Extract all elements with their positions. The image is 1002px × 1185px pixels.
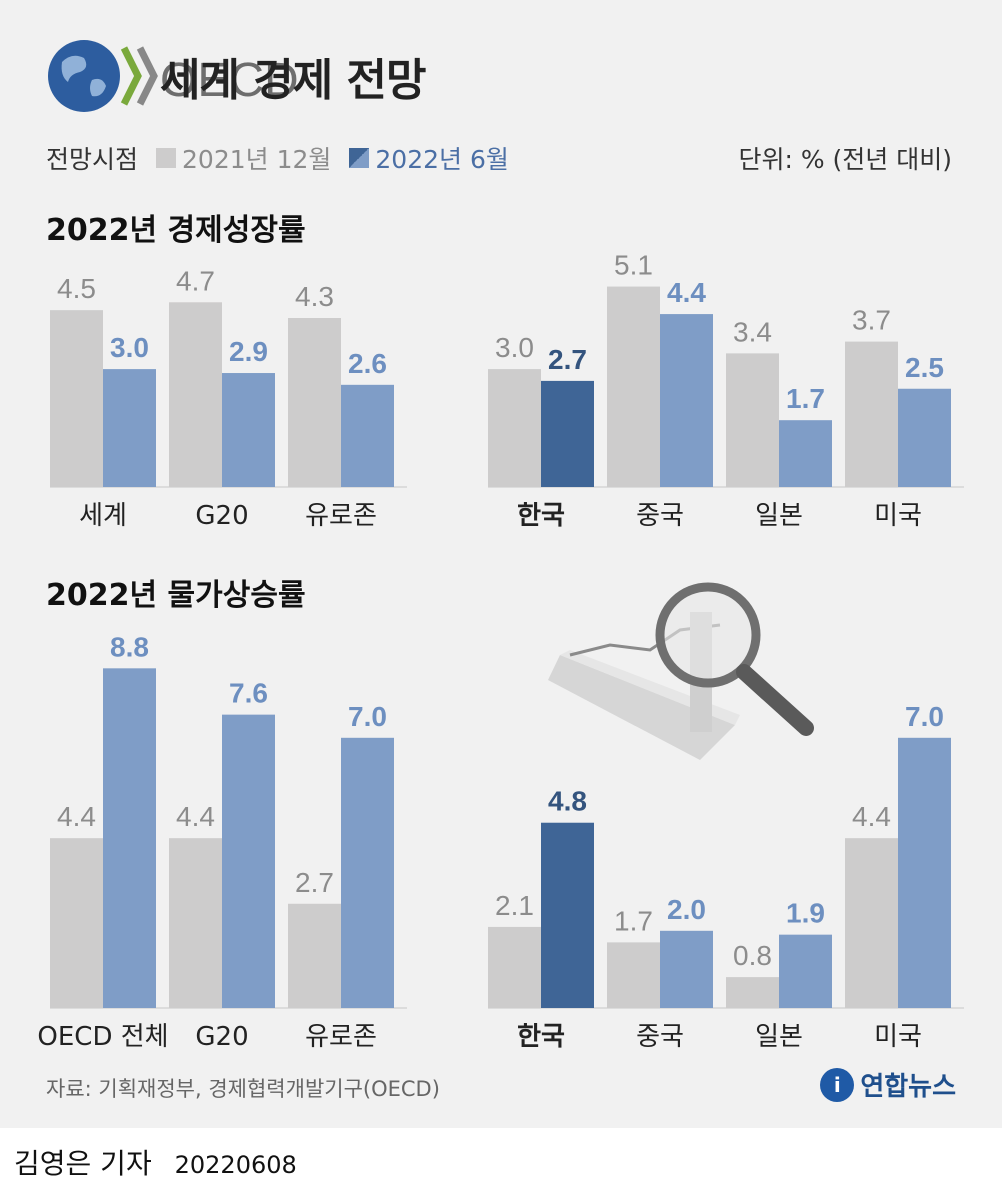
data-label: 3.4 <box>733 316 772 347</box>
bar-new <box>898 737 951 1008</box>
data-label: 4.4 <box>667 277 706 308</box>
data-label: 3.0 <box>110 332 149 363</box>
category-label: 세계 <box>79 501 127 531</box>
bar-new <box>779 420 832 487</box>
data-label: 2.7 <box>295 867 334 898</box>
category-label: 유로존 <box>305 501 377 531</box>
data-label: 1.7 <box>614 905 653 936</box>
data-label: 7.6 <box>229 678 268 709</box>
category-label: OECD 전체 <box>37 1022 168 1052</box>
bar-old <box>50 310 103 487</box>
legend-swatch-old <box>156 148 177 168</box>
category-label: 한국 <box>517 1022 565 1052</box>
section-title-growth: 2022년 경제성장률 <box>46 213 306 248</box>
agency-logo: i 연합뉴스 <box>820 1066 956 1103</box>
data-label: 4.8 <box>548 786 587 817</box>
data-label: 1.9 <box>786 898 825 929</box>
unit-note: 단위: % (전년 대비) <box>738 145 952 174</box>
data-label: 2.0 <box>667 894 706 925</box>
data-label: 8.8 <box>110 631 149 662</box>
bar-old <box>50 838 103 1008</box>
bar-new <box>541 380 594 487</box>
bar-old <box>488 926 541 1008</box>
legend-swatch-new <box>349 148 370 168</box>
data-label: 2.9 <box>229 336 268 367</box>
bar-new <box>660 314 713 487</box>
bar-new <box>222 373 275 487</box>
bar-old <box>607 286 660 487</box>
bar-old <box>607 942 660 1008</box>
category-label: 일본 <box>755 501 803 531</box>
byline: 김영은 기자 20220608 <box>14 1142 297 1182</box>
category-label: 일본 <box>755 1022 803 1052</box>
category-label: 중국 <box>636 501 684 531</box>
category-label: 미국 <box>874 501 922 531</box>
data-label: 1.7 <box>786 383 825 414</box>
source-note: 자료: 기획재정부, 경제협력개발기구(OECD) <box>46 1077 440 1101</box>
data-label: 2.5 <box>905 352 944 383</box>
category-label: 중국 <box>636 1022 684 1052</box>
bar-new <box>222 714 275 1008</box>
data-label: 4.7 <box>176 265 215 296</box>
data-label: 5.1 <box>614 250 653 281</box>
category-label: 유로존 <box>305 1022 377 1052</box>
bar-new <box>341 384 394 487</box>
data-label: 4.4 <box>852 801 891 832</box>
category-label: 미국 <box>874 1022 922 1052</box>
byline-date: 20220608 <box>174 1151 297 1179</box>
data-label: 2.6 <box>348 348 387 379</box>
agency-name: 연합뉴스 <box>860 1072 956 1102</box>
chevrons-icon <box>120 46 142 106</box>
globe-icon <box>48 40 120 112</box>
bar-old <box>726 977 779 1008</box>
category-label: G20 <box>195 501 248 531</box>
agency-icon: i <box>820 1067 855 1102</box>
page-title: 세계 경제 전망 <box>160 55 427 106</box>
legend-text-new: 2022년 6월 <box>375 145 509 174</box>
oecd-wordmark: OECD <box>160 54 299 107</box>
data-label: 3.0 <box>495 332 534 363</box>
section-title-inflation: 2022년 물가상승률 <box>46 578 306 613</box>
bar-new <box>103 668 156 1008</box>
magnifier-icon <box>655 582 761 688</box>
bar-new <box>898 388 951 487</box>
magnifier-chart-illustration <box>548 582 814 760</box>
bar-old <box>169 302 222 487</box>
data-label: 2.1 <box>495 890 534 921</box>
category-label: 한국 <box>517 501 565 531</box>
bar-old <box>845 838 898 1008</box>
legend-text-old: 2021년 12월 <box>182 145 332 174</box>
chart-canvas: OECD 4.5 3.0 세계 4.7 2.9 G20 4.3 2.6 유로존 3.0 2.7 한국 5… <box>37 40 964 1052</box>
data-label: 7.0 <box>348 701 387 732</box>
oecd-logo: OECD <box>48 40 299 112</box>
data-label: 7.0 <box>905 701 944 732</box>
legend-item-2021: 2021년 12월 <box>156 140 331 176</box>
bar-old <box>288 903 341 1008</box>
data-label: 2.7 <box>548 344 587 375</box>
data-label: 4.5 <box>57 273 96 304</box>
bar-new <box>341 737 394 1008</box>
byline-name: 김영은 기자 <box>14 1147 152 1180</box>
data-label: 4.4 <box>57 801 96 832</box>
bar-old <box>726 353 779 487</box>
bar-new <box>660 930 713 1008</box>
bar-old <box>169 838 222 1008</box>
data-label: 4.3 <box>295 281 334 312</box>
legend-label: 전망시점 <box>46 145 139 174</box>
bar-old <box>845 341 898 487</box>
legend-item-2022: 2022년 6월 <box>349 140 509 176</box>
data-label: 4.4 <box>176 801 215 832</box>
bar-new <box>779 934 832 1008</box>
legend: 전망시점 2021년 12월 2022년 6월 <box>46 140 509 176</box>
bar-new <box>541 822 594 1008</box>
category-label: G20 <box>195 1022 248 1052</box>
bar-old <box>488 369 541 487</box>
data-label: 0.8 <box>733 940 772 971</box>
data-label: 3.7 <box>852 305 891 336</box>
bar-new <box>103 369 156 487</box>
bar-old <box>288 318 341 487</box>
